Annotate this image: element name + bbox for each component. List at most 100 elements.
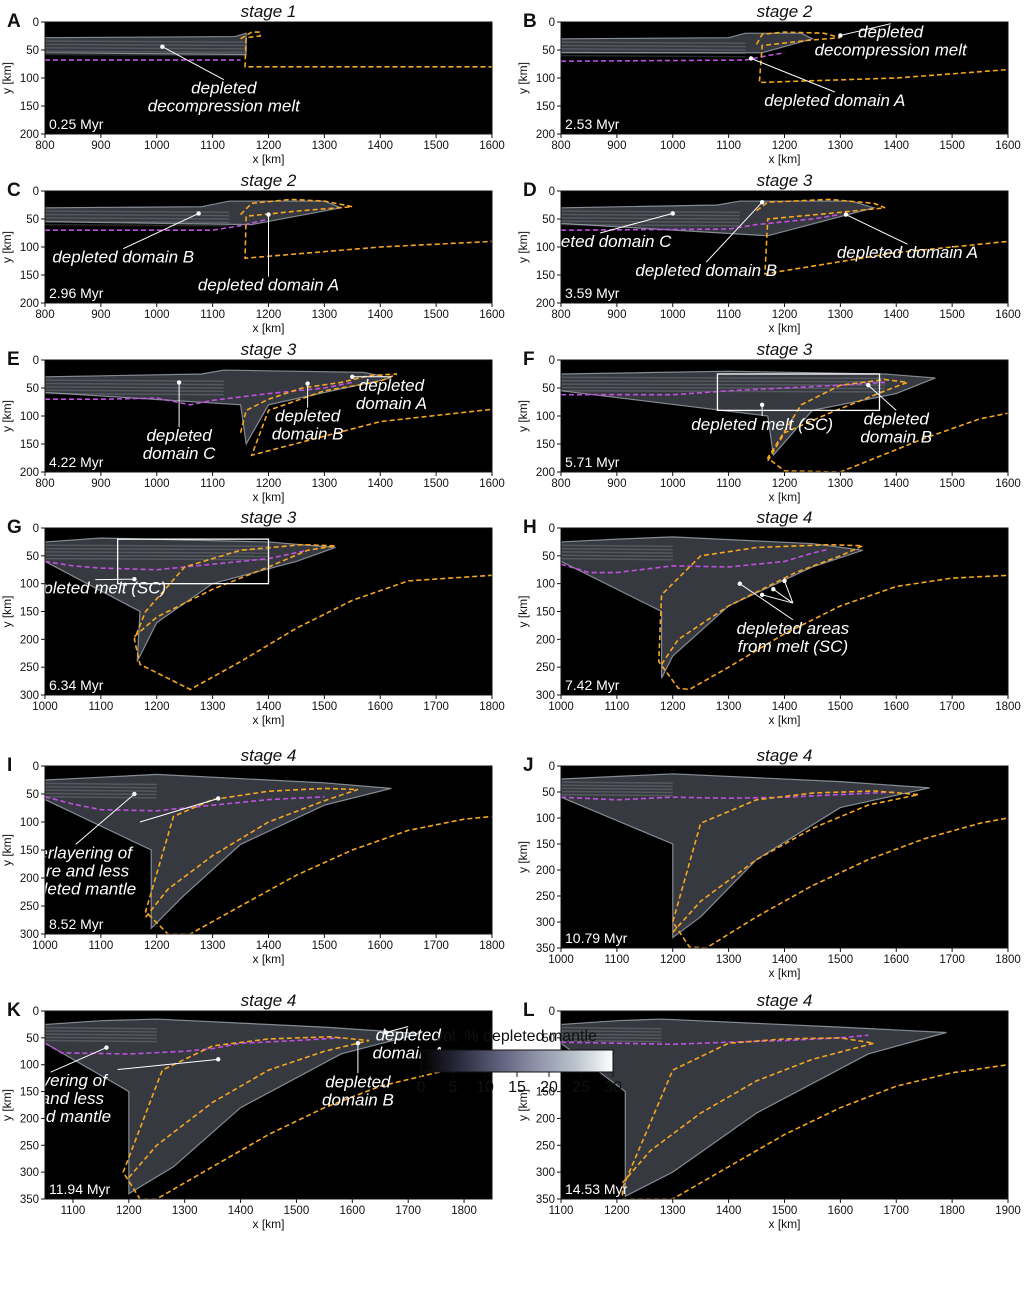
x-tick-label: 1500	[939, 140, 965, 152]
x-tick-label: 1500	[423, 309, 449, 321]
depleted-field	[561, 200, 877, 237]
annotation-label: depleted domain B	[635, 261, 777, 280]
depletion-streak	[561, 1036, 662, 1040]
annotation-arrow	[762, 594, 794, 604]
annotation-label: depleted	[191, 79, 257, 98]
y-tick-label: 150	[536, 270, 555, 282]
x-tick-label: 1600	[479, 140, 505, 152]
x-tick-label: 900	[607, 478, 626, 490]
annotation-arrowhead	[670, 211, 675, 216]
x-tick-label: 1100	[61, 1205, 86, 1217]
y-tick-label: 350	[536, 943, 555, 955]
annotation-label: depleted	[275, 407, 341, 426]
y-tick-label: 100	[20, 411, 39, 423]
y-tick-label: 0	[549, 17, 555, 29]
x-tick-label: 1600	[367, 940, 393, 952]
depletion-streak	[561, 544, 673, 548]
depletion-streak	[561, 1033, 662, 1036]
plot-background	[45, 766, 492, 934]
depletion-streak	[561, 1026, 662, 1030]
annotation-arrowhead	[843, 212, 849, 217]
time-label: 4.22 Myr	[49, 454, 104, 470]
time-label: 8.52 Myr	[49, 916, 104, 932]
annotation-arrowhead	[737, 581, 742, 586]
x-tick-label: 1200	[660, 954, 686, 966]
x-tick-label: 1000	[660, 309, 686, 321]
plot-background	[45, 22, 492, 134]
time-label: 11.94 Myr	[49, 1181, 111, 1197]
y-tick-label: 100	[20, 1060, 39, 1072]
annotation-label: more and less	[22, 861, 129, 880]
x-tick-label: 800	[35, 309, 54, 321]
x-tick-label: 1400	[883, 478, 909, 490]
annotation-label: depleted melt (SC)	[24, 579, 166, 598]
depletion-streak	[45, 389, 224, 393]
x-tick-label: 1600	[995, 140, 1021, 152]
annotation-arrowhead	[759, 200, 765, 205]
panel-title: stage 3	[757, 340, 813, 359]
x-tick-label: 1000	[660, 140, 686, 152]
annotation-label: decompression melt	[815, 41, 968, 60]
panel-letter: F	[523, 349, 535, 370]
x-tick-label: 800	[551, 309, 570, 321]
slab-contour	[239, 198, 492, 260]
depletion-streak	[561, 376, 886, 380]
x-tick-label: 1400	[367, 478, 393, 490]
x-tick-label: 1200	[256, 478, 282, 490]
annotation-label: depleted areas	[737, 619, 850, 638]
depletion-streak	[561, 386, 886, 390]
x-tick-label: 1300	[828, 309, 854, 321]
y-tick-label: 0	[549, 1006, 555, 1018]
x-tick-label: 1100	[200, 140, 225, 152]
panel-title: stage 4	[757, 508, 813, 527]
depletion-streak	[561, 54, 746, 58]
annotation-label: domain C	[143, 444, 216, 463]
annotation-label: depleted domain B	[52, 248, 194, 267]
y-tick-label: 0	[549, 523, 555, 535]
y-tick-label: 350	[536, 1194, 555, 1206]
y-tick-label: 150	[536, 101, 555, 113]
y-tick-label: 300	[20, 690, 39, 702]
slab-contour	[766, 378, 1008, 472]
x-tick-label: 1400	[228, 1205, 254, 1217]
x-tick-label: 1300	[716, 701, 742, 713]
y-tick-label: 200	[20, 1113, 39, 1125]
annotation-label: depleted mantle	[15, 879, 136, 898]
x-tick-label: 1000	[548, 701, 574, 713]
y-tick-label: 200	[20, 634, 39, 646]
x-tick-label: 1800	[451, 1205, 477, 1217]
panel-title: stage 2	[241, 171, 297, 190]
annotation-arrowhead	[216, 796, 221, 801]
x-tick-label: 1400	[883, 140, 909, 152]
depletion-streak	[561, 781, 673, 784]
x-tick-label: 1500	[828, 954, 854, 966]
depletion-streak	[561, 220, 740, 224]
time-label: 6.34 Myr	[49, 677, 104, 693]
depleted-field	[45, 32, 247, 56]
x-tick-label: 1300	[312, 478, 338, 490]
annotation-label: depleted	[864, 409, 930, 428]
y-tick-label: 250	[536, 891, 555, 903]
lithosphere-contour	[45, 381, 353, 406]
x-axis-label: x [km]	[253, 1217, 285, 1231]
panel-title: stage 3	[241, 340, 297, 359]
x-tick-label: 1100	[716, 309, 741, 321]
x-tick-label: 1100	[200, 478, 225, 490]
y-tick-label: 300	[20, 929, 39, 941]
annotation-label: more and less	[0, 1089, 104, 1108]
x-tick-label: 1800	[995, 701, 1021, 713]
y-axis-label: y [km]	[0, 834, 14, 866]
time-label: 14.53 Myr	[565, 1181, 628, 1197]
y-axis-label: y [km]	[0, 596, 14, 628]
slab-contour	[239, 373, 492, 457]
x-tick-label: 1200	[604, 1205, 630, 1217]
x-axis-label: x [km]	[253, 152, 285, 166]
annotation-arrow	[117, 1058, 219, 1071]
annotation-arrowhead	[748, 56, 754, 61]
y-tick-label: 100	[536, 813, 555, 825]
x-tick-label: 1200	[256, 140, 282, 152]
x-tick-label: 1200	[256, 309, 282, 321]
depletion-streak	[561, 1030, 662, 1033]
